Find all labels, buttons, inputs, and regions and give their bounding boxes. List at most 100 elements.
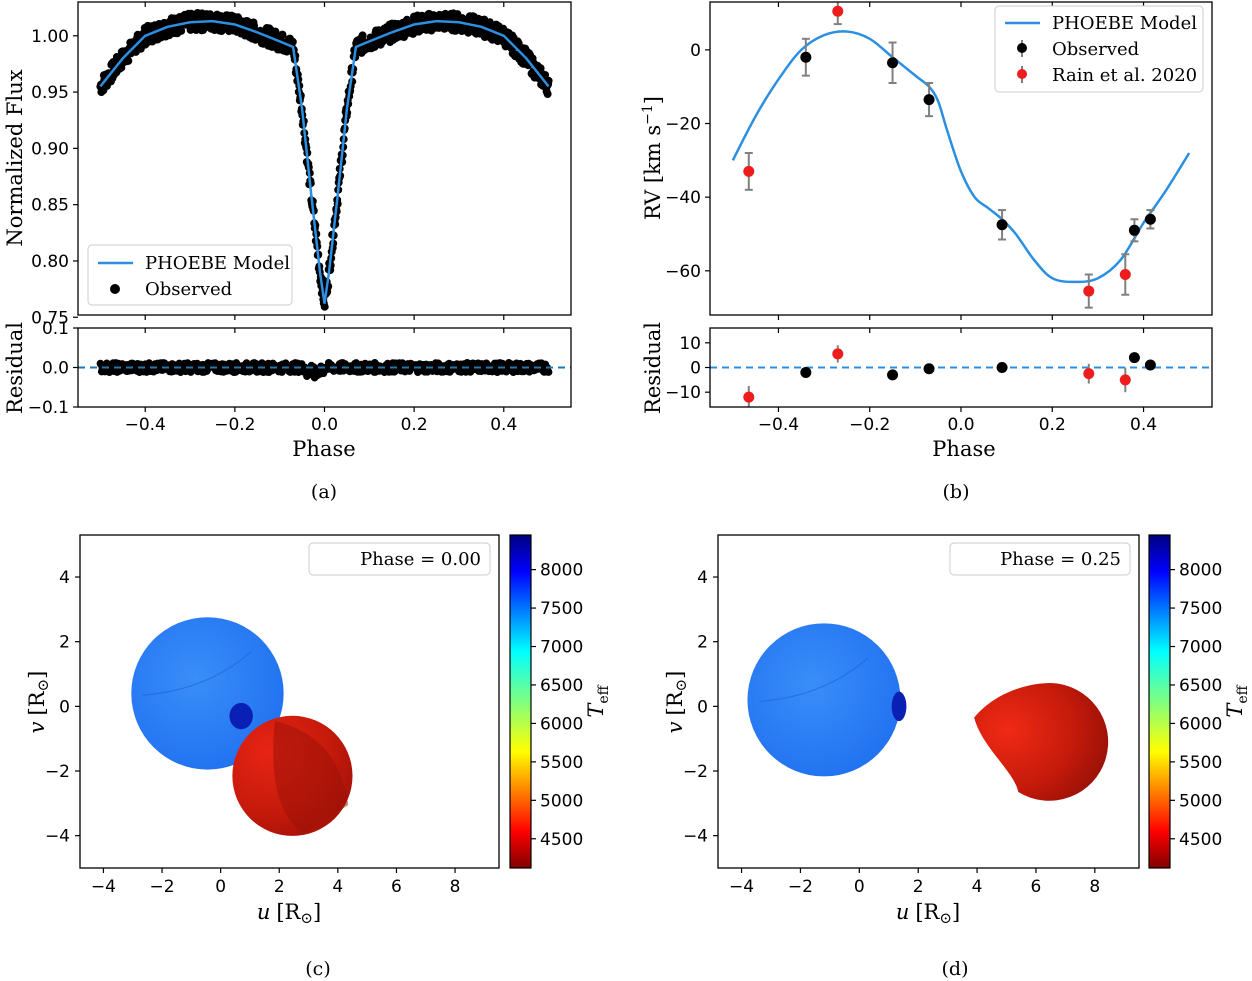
y-tick-label: −4 xyxy=(683,827,708,847)
rv-residual-rain-point xyxy=(832,348,844,360)
secondary-shadow-facet xyxy=(273,720,349,835)
c-axes-frame xyxy=(79,534,500,869)
rv-residual-observed-point xyxy=(996,362,1008,373)
rv-observed-point xyxy=(1144,213,1156,225)
y-tick-label: 0.0 xyxy=(42,359,69,379)
residual-point xyxy=(145,359,153,367)
x-tick-label: −0.2 xyxy=(214,415,255,435)
y-tick-label: 1.00 xyxy=(31,27,69,47)
y-tick-label: −20 xyxy=(665,115,701,135)
primary-star xyxy=(131,617,284,770)
rv-observed-point xyxy=(800,51,812,63)
b-legend-observed-swatch xyxy=(1017,43,1027,53)
panel-c-mesh-phase-0: −4 −2 0 2 4 6 8 −4 −2 0 2 4 Phase = 0.00 u [R⊙] v[R⊙… xyxy=(25,534,500,980)
x-tick-label: 0.4 xyxy=(490,415,517,435)
rv-model-line xyxy=(731,30,1191,284)
a-legend-observed-label: Observed xyxy=(145,279,232,300)
d-xlabel: u [R⊙] xyxy=(896,900,960,927)
x-tick-label: −2 xyxy=(788,877,813,897)
y-tick-label: −10 xyxy=(665,383,701,403)
colorbar-tick-label: 7500 xyxy=(540,599,583,619)
b-legend-rain-label: Rain et al. 2020 xyxy=(1052,65,1197,86)
rv-observed-point xyxy=(887,57,899,69)
rv-residual-observed-point xyxy=(800,366,812,378)
model-line xyxy=(99,19,550,304)
x-tick-label: 2 xyxy=(274,877,285,897)
rv-residual-observed-point xyxy=(887,369,899,381)
x-tick-label: −4 xyxy=(91,877,116,897)
x-tick-label: 8 xyxy=(450,877,461,897)
b-caption: (b) xyxy=(943,481,970,503)
primary-facet-shade xyxy=(142,650,252,696)
x-tick-label: 4 xyxy=(332,877,343,897)
rv-residual-rain-point xyxy=(1119,374,1131,386)
colorbar-gradient xyxy=(509,534,532,869)
colorbar-tick-label: 5000 xyxy=(540,791,583,811)
y-tick-label: −2 xyxy=(45,762,70,782)
a-residual-ylabel: Residual xyxy=(3,322,27,414)
y-tick-label: 0 xyxy=(690,41,701,61)
d-caption: (d) xyxy=(942,958,969,980)
rv-rain-point xyxy=(832,5,844,17)
colorbar-tick-label: 6000 xyxy=(1179,714,1222,734)
x-tick-label: −4 xyxy=(729,877,754,897)
colorbar-label: Teff xyxy=(1223,684,1251,717)
x-tick-label: 6 xyxy=(1031,877,1042,897)
x-tick-label: 6 xyxy=(391,877,402,897)
b-legend-model-label: PHOEBE Model xyxy=(1052,13,1197,34)
colorbar-label-main: T xyxy=(584,702,608,718)
b-legend-observed-label: Observed xyxy=(1052,39,1139,60)
b-residual-ylabel: Residual xyxy=(641,322,665,414)
observed-point xyxy=(541,71,550,79)
a-legend-model-label: PHOEBE Model xyxy=(145,253,290,274)
x-tick-label: 0.0 xyxy=(311,415,338,435)
y-tick-label: 0.85 xyxy=(31,196,69,216)
colorbar-tick-label: 8000 xyxy=(540,561,583,581)
y-tick-label: 0.80 xyxy=(31,252,69,272)
d-legend: Phase = 0.25 xyxy=(949,542,1131,576)
x-tick-label: 0.2 xyxy=(1039,415,1066,435)
colorbar-tick-label: 6500 xyxy=(1179,676,1222,696)
x-tick-label: 0.2 xyxy=(401,415,428,435)
colorbar-gradient xyxy=(1148,534,1171,869)
a-ylabel: Normalized Flux xyxy=(3,69,27,246)
rv-rain-point xyxy=(1083,285,1095,297)
x-tick-label: 0 xyxy=(854,877,865,897)
panel-a-light-curve: 0.75 0.80 0.85 0.90 0.95 1.00 PHOEBE Model Ob… xyxy=(3,1,572,503)
rv-rain-point xyxy=(1119,268,1131,280)
c-ylabel: v[R⊙] xyxy=(25,671,52,734)
y-tick-label: 4 xyxy=(59,568,70,588)
observed-point xyxy=(124,56,133,65)
y-tick-label: 0.1 xyxy=(42,319,69,339)
rv-observed-point xyxy=(1128,224,1140,236)
rv-residual-rain-point xyxy=(1083,368,1095,380)
rv-residual-rain-point xyxy=(743,391,755,403)
x-tick-label: 8 xyxy=(1089,877,1100,897)
y-tick-label: 0.75 xyxy=(31,308,69,328)
y-tick-label: 2 xyxy=(59,633,70,653)
hot-spot xyxy=(229,702,253,730)
colorbar-tick-label: 8000 xyxy=(1179,561,1222,581)
x-tick-label: −0.4 xyxy=(758,415,799,435)
panel-d-mesh-phase-025: −4 −2 0 2 4 6 8 −4 −2 0 2 4 Phase = 0.25 u [R⊙] v[R⊙… xyxy=(663,534,1140,980)
b-ylabel: RV [km s−1] xyxy=(640,96,665,220)
x-tick-label: 0.0 xyxy=(947,415,974,435)
colorbar-tick-label: 5500 xyxy=(1179,753,1222,773)
x-tick-label: −0.2 xyxy=(849,415,890,435)
y-tick-label: 4 xyxy=(697,568,708,588)
c-colorbar: 4500 5000 5500 6000 6500 7000 7500 8000 Teff xyxy=(509,534,612,869)
panel-b-radial-velocity: −60 −40 −20 0 PHOEBE Model Observed Rain et… xyxy=(640,1,1213,503)
observed-point xyxy=(177,26,186,35)
colorbar-tick-label: 7000 xyxy=(540,638,583,658)
y-tick-label: −2 xyxy=(683,762,708,782)
x-tick-label: 0 xyxy=(215,877,226,897)
rv-observed-point xyxy=(996,219,1008,231)
secondary-star xyxy=(974,683,1109,801)
colorbar-tick-label: 5500 xyxy=(540,753,583,773)
rv-rain-point xyxy=(743,165,755,177)
y-tick-label: −0.1 xyxy=(28,398,69,418)
colorbar-label: Teff xyxy=(584,684,612,717)
observed-point xyxy=(358,31,367,40)
b-legend: PHOEBE Model Observed Rain et al. 2020 xyxy=(994,5,1204,93)
c-caption: (c) xyxy=(305,958,330,980)
